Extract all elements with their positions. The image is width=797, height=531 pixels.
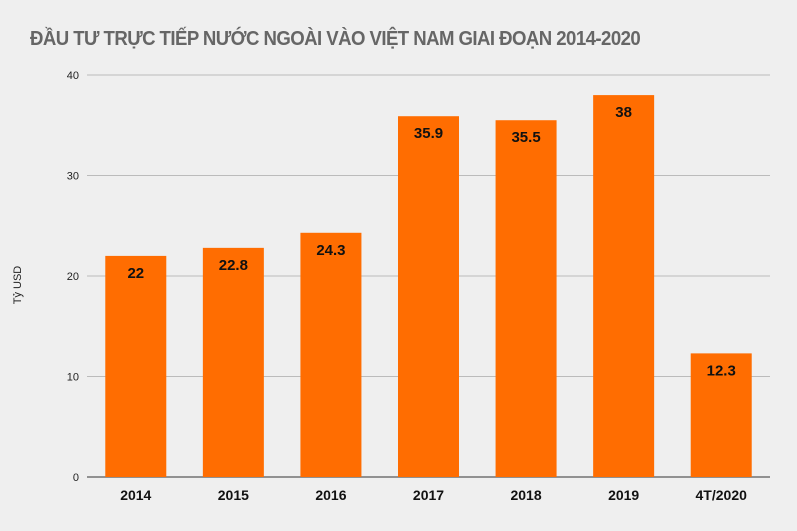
y-tick-label: 10 [67,372,79,384]
y-tick-label: 20 [67,271,79,283]
chart-title: ĐẦU TƯ TRỰC TIẾP NƯỚC NGOÀI VÀO VIỆT NAM… [30,28,641,50]
y-tick-label: 30 [67,171,79,183]
data-label: 22.8 [219,257,248,274]
data-label: 35.5 [511,129,540,146]
y-tick-label: 0 [73,472,79,484]
x-tick-label: 2019 [608,487,639,503]
bar [398,116,459,477]
x-tick-label: 2014 [120,487,151,503]
bar [202,247,264,477]
x-tick-label: 2016 [315,487,346,503]
bar [690,353,752,477]
data-label: 35.9 [414,125,443,142]
bar [593,95,655,477]
data-label: 12.3 [707,362,736,379]
x-tick-label: 2017 [413,487,444,503]
bar [105,255,167,477]
bar [495,120,557,477]
data-label: 24.3 [316,242,345,259]
y-tick-label: 40 [67,70,79,82]
data-label: 38 [615,104,632,121]
bar [300,232,362,477]
data-label: 22 [127,265,144,282]
x-tick-label: 2015 [218,487,249,503]
x-tick-label: 2018 [510,487,541,503]
x-tick-label: 4T/2020 [696,487,748,503]
